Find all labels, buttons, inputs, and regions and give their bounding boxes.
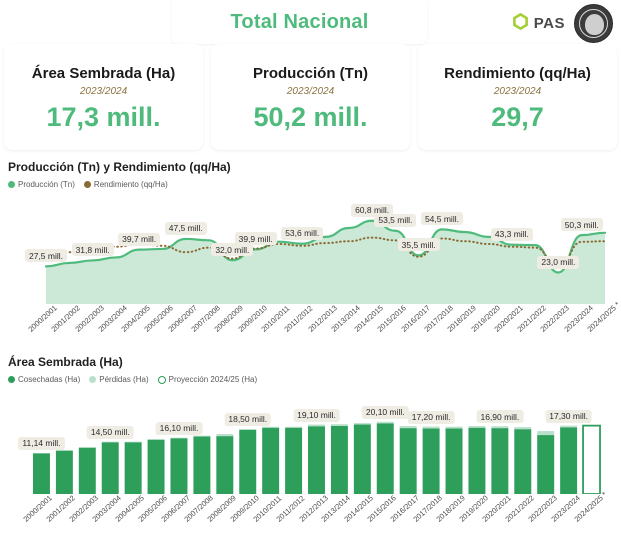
kpi-value: 17,3 mill. xyxy=(46,102,161,132)
section-produccion-rendimiento: Producción (Tn) y Rendimiento (qq/Ha) Pr… xyxy=(8,160,621,350)
data-label: 39,7 mill. xyxy=(118,232,161,246)
bar-chart-area-sembrada[interactable]: 11,14 mill. 14,50 mill. 16,10 mill. 18,50 m… xyxy=(8,384,613,494)
data-label: 23,0 mill. xyxy=(537,255,580,269)
data-label: 47,5 mill. xyxy=(164,221,207,235)
legend-item-rendimiento[interactable]: Rendimiento (qq/Ha) xyxy=(83,180,168,189)
legend-dot-produccion xyxy=(8,181,15,188)
brand-area: PAS xyxy=(512,4,613,43)
data-label: 60,8 mill. xyxy=(351,203,394,217)
data-label: 16,10 mill. xyxy=(155,421,203,435)
section-area-sembrada: Área Sembrada (Ha) Cosechadas (Ha) Pérdi… xyxy=(8,355,613,540)
institutional-seal-icon xyxy=(574,4,613,43)
section-title-area-sembrada: Área Sembrada (Ha) xyxy=(8,355,123,369)
data-label: 50,3 mill. xyxy=(560,218,603,232)
data-label: 16,90 mill. xyxy=(476,410,524,424)
legend-item-proyeccion[interactable]: Proyección 2024/25 (Ha) xyxy=(157,375,258,384)
section-title-produccion: Producción (Tn) y Rendimiento (qq/Ha) xyxy=(8,160,231,174)
kpi-label: Rendimiento (qq/Ha) xyxy=(444,65,591,82)
area-chart-produccion[interactable]: 27,5 mill. 31,8 mill. 39,7 mill. 47,5 mill.… xyxy=(8,189,613,304)
area-chart-svg xyxy=(44,219,607,304)
legend-dot-cosechadas xyxy=(8,376,15,383)
data-label: 43,3 mill. xyxy=(490,227,533,241)
kpi-value: 29,7 xyxy=(491,102,544,132)
data-label: 14,50 mill. xyxy=(86,425,134,439)
data-label: 11,14 mill. xyxy=(18,436,65,450)
data-label: 32,0 mill. xyxy=(211,243,254,257)
data-label: 35,5 mill. xyxy=(397,238,440,252)
legend-dot-perdidas xyxy=(89,376,97,383)
data-label: 17,30 mill. xyxy=(545,409,592,423)
kpi-season: 2023/2024 xyxy=(493,86,542,97)
legend-label: Proyección 2024/25 (Ha) xyxy=(168,375,258,384)
data-label: 20,10 mill. xyxy=(361,405,409,419)
legend-item-produccion[interactable]: Producción (Tn) xyxy=(8,180,75,189)
data-label: 53,6 mill. xyxy=(281,226,324,240)
kpi-card-area-sembrada: Área Sembrada (Ha) 2023/2024 17,3 mill. xyxy=(4,44,203,150)
data-label: 19,10 mill. xyxy=(293,408,340,422)
legend-label: Cosechadas (Ha) xyxy=(18,375,81,384)
data-label: 39,9 mill. xyxy=(234,232,277,246)
data-label: 54,5 mill. xyxy=(420,212,463,226)
kpi-season: 2023/2024 xyxy=(286,86,335,97)
pas-logo: PAS xyxy=(512,12,565,35)
legend-item-cosechadas[interactable]: Cosechadas (Ha) xyxy=(8,375,80,384)
kpi-row: Área Sembrada (Ha) 2023/2024 17,3 mill. … xyxy=(0,44,621,150)
kpi-label: Producción (Tn) xyxy=(253,65,368,82)
page-title: Total Nacional xyxy=(230,10,369,33)
dashboard-header: Total Nacional PAS Área Sembrada (Ha) 20… xyxy=(0,0,621,150)
kpi-value: 50,2 mill. xyxy=(253,102,368,132)
kpi-label: Área Sembrada (Ha) xyxy=(31,65,176,82)
data-label: 53,5 mill. xyxy=(374,213,417,227)
x-axis-produccion: 2000/2001 2001/2002 2002/2003 2003/2004 2004… xyxy=(8,300,621,350)
legend-area-sembrada: Cosechadas (Ha) Pérdidas (Ha) Proyección… xyxy=(8,375,613,384)
pas-label: PAS xyxy=(533,15,565,32)
page-title-card: Total Nacional xyxy=(172,0,427,44)
data-label: 18,50 mill. xyxy=(224,412,272,426)
kpi-season: 2023/2024 xyxy=(79,86,128,97)
kpi-card-produccion: Producción (Tn) 2023/2024 50,2 mill. xyxy=(211,44,410,150)
x-axis-area-sembrada: 2000/2001 2001/2002 2002/2003 2003/2004 2004… xyxy=(8,490,613,540)
legend-dot-proyeccion xyxy=(157,375,166,384)
legend-dot-rendimiento xyxy=(83,181,91,188)
data-label: 17,20 mill. xyxy=(407,410,455,424)
legend-label: Rendimiento (qq/Ha) xyxy=(93,180,168,189)
legend-item-perdidas[interactable]: Pérdidas (Ha) xyxy=(89,375,149,384)
legend-label: Pérdidas (Ha) xyxy=(99,375,149,384)
bar-chart-svg xyxy=(32,421,601,494)
pas-hexagon-icon xyxy=(512,12,529,35)
kpi-card-rendimiento: Rendimiento (qq/Ha) 2023/2024 29,7 xyxy=(418,44,617,150)
data-label: 27,5 mill. xyxy=(24,249,68,263)
legend-label: Producción (Tn) xyxy=(18,180,75,189)
data-label: 31,8 mill. xyxy=(71,243,114,257)
legend-produccion: Producción (Tn) Rendimiento (qq/Ha) xyxy=(8,180,613,189)
